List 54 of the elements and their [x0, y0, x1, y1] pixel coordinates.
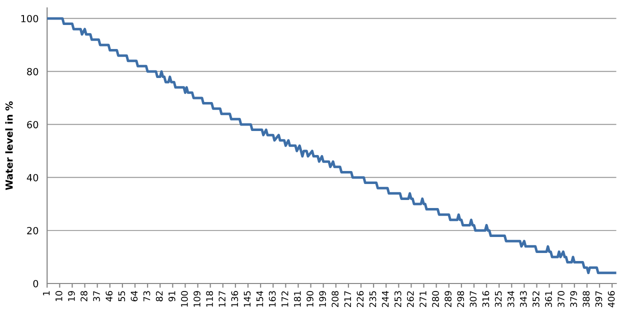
- y-tick-label: 100: [21, 14, 38, 22]
- x-tick-label: 334: [507, 290, 514, 307]
- x-tick-label: 208: [332, 291, 339, 308]
- x-tick-label: 190: [306, 291, 314, 307]
- x-tick-label: 154: [256, 290, 264, 307]
- x-tick-label: 280: [432, 291, 439, 308]
- y-axis-title: Water level in %: [5, 101, 13, 190]
- x-tick-label: 37: [93, 291, 100, 302]
- x-tick-label: 109: [194, 291, 200, 307]
- y-tick-label: 40: [26, 174, 38, 182]
- x-tick-label: 226: [356, 291, 364, 308]
- x-tick-label: 82: [156, 291, 163, 302]
- x-tick-label: 19: [68, 291, 75, 301]
- x-tick-label: 145: [244, 291, 251, 307]
- y-tick-label: 80: [27, 68, 38, 76]
- x-tick-label: 73: [143, 291, 150, 302]
- x-tick-label: 1: [43, 291, 50, 296]
- x-tick-label: 343: [520, 291, 527, 307]
- x-tick-label: 181: [294, 291, 301, 307]
- x-tick-label: 100: [181, 291, 188, 307]
- x-tick-label: 217: [344, 291, 351, 308]
- y-tick-label: 60: [27, 120, 38, 128]
- y-tick-label: 20: [27, 226, 38, 234]
- line-series: [47, 17, 616, 274]
- x-tick-label: 55: [118, 291, 126, 302]
- x-tick-label: 172: [281, 291, 288, 307]
- x-tick-label: 91: [168, 291, 176, 302]
- x-tick-label: 262: [407, 291, 414, 308]
- x-tick-label: 370: [558, 291, 564, 307]
- x-tick-label: 127: [218, 291, 226, 307]
- x-tick-label: 118: [206, 291, 213, 307]
- x-tick-label: 397: [595, 291, 602, 307]
- x-tick-label: 325: [494, 291, 502, 307]
- x-tick-label: 352: [532, 291, 540, 307]
- x-tick-label: 271: [420, 291, 426, 308]
- x-tick-label: 163: [268, 291, 276, 307]
- x-tick-label: 316: [482, 291, 490, 307]
- x-tick-label: 46: [106, 291, 113, 302]
- x-tick-label: 10: [55, 291, 62, 301]
- x-tick-label: 406: [608, 291, 615, 308]
- x-tick-label: 379: [570, 291, 578, 307]
- x-tick-label: 199: [319, 291, 326, 307]
- x-tick-label: 64: [130, 290, 138, 302]
- x-tick-label: 28: [80, 291, 88, 302]
- x-tick-label: 388: [582, 291, 590, 307]
- x-tick-label: 361: [545, 291, 552, 307]
- x-tick-label: 235: [369, 291, 376, 308]
- y-tick-label: 0: [33, 280, 38, 288]
- x-tick-label: 244: [382, 290, 389, 308]
- x-tick-label: 253: [394, 291, 402, 308]
- x-tick-label: 289: [444, 291, 452, 308]
- x-tick-label: 298: [457, 291, 464, 308]
- x-tick-label: 136: [231, 291, 238, 307]
- x-tick-label: 307: [470, 291, 477, 307]
